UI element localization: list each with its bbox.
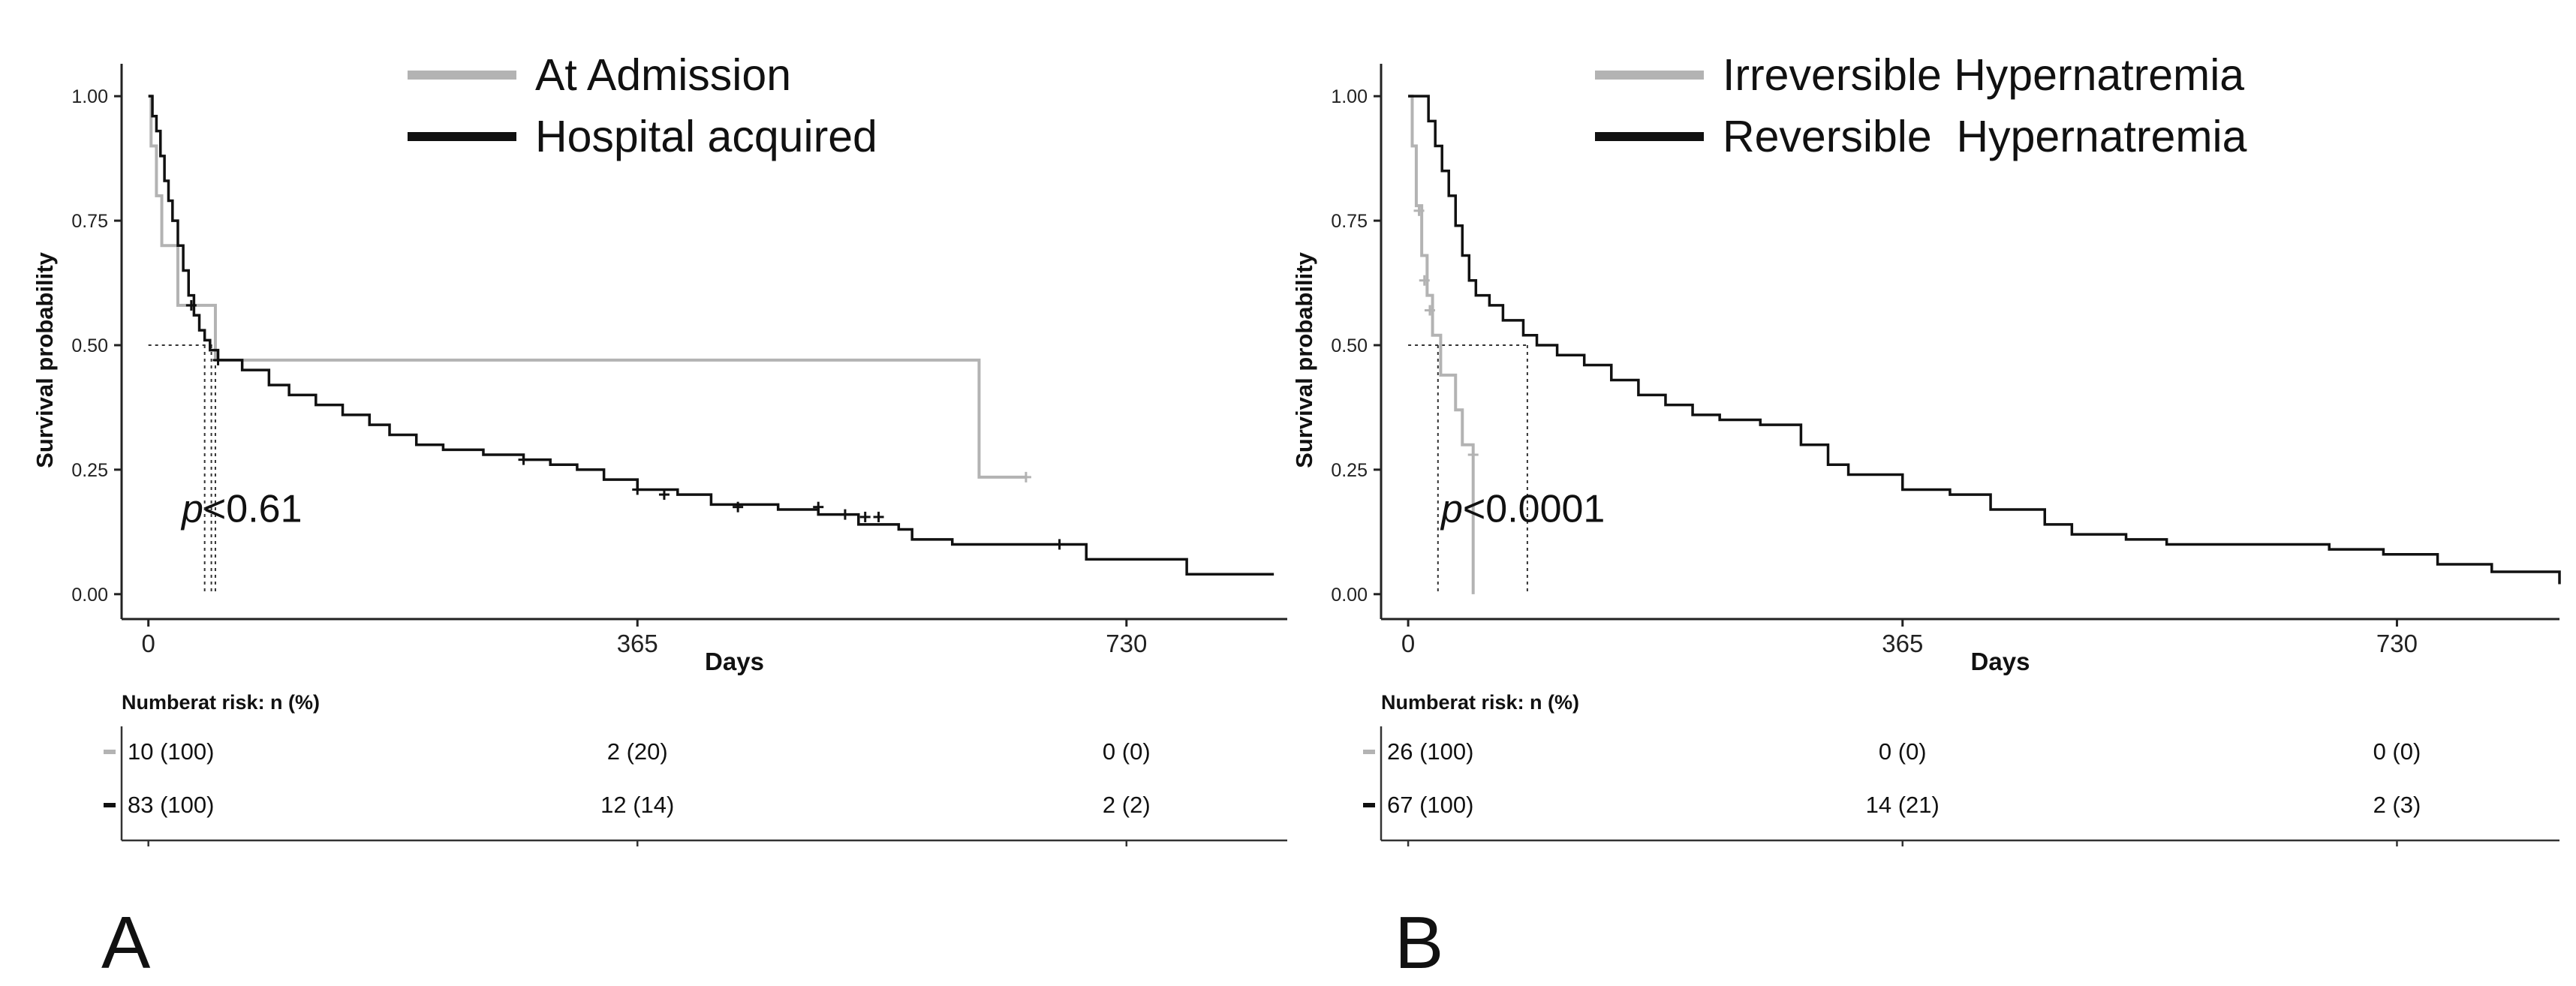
- risk-table-cell: 0 (0): [1103, 738, 1151, 765]
- risk-table-cell: 26 (100): [1387, 738, 1473, 765]
- p-value-text: <0.0001: [1463, 488, 1605, 531]
- legend-label-2: Reversible Hypernatremia: [1723, 112, 2247, 161]
- x-axis-title: Days: [705, 648, 764, 675]
- risk-table-cell: 67 (100): [1387, 792, 1473, 818]
- series-line-2: [148, 95, 1274, 576]
- risk-table-cell: 2 (20): [607, 738, 668, 765]
- y-tick-label: 0.00: [71, 585, 108, 606]
- risk-table-cell: 0 (0): [1879, 738, 1927, 765]
- risk-table-cell: 2 (2): [1103, 792, 1151, 818]
- panel-label: B: [1395, 901, 1443, 984]
- x-tick-label: 365: [1882, 630, 1923, 657]
- series-line-2: [1408, 95, 2561, 585]
- risk-table-cell: 12 (14): [600, 792, 674, 818]
- x-tick-label: 730: [1106, 630, 1147, 657]
- risk-table-cell: 14 (21): [1866, 792, 1940, 818]
- x-tick-label: 365: [617, 630, 658, 657]
- y-tick-label: 1.00: [1331, 86, 1368, 107]
- risk-table-title: Numberat risk: n (%): [122, 691, 320, 714]
- risk-table-cell: 2 (3): [2373, 792, 2421, 818]
- panel-label: A: [101, 901, 151, 984]
- panel-a: 0.00 0.25 0.50 0.75 1.00 0 365 730 Days Survival …: [32, 50, 1287, 984]
- y-tick-label: 0.00: [1331, 585, 1368, 606]
- y-tick-label: 1.00: [71, 86, 108, 107]
- panel-b: 0.00 0.25 0.50 0.75 1.00 0 365 730 Days Survival …: [1291, 50, 2561, 984]
- y-axis-title: Survival probability: [32, 251, 58, 467]
- series-line-1: [1408, 95, 1475, 594]
- legend-label-2: Hospital acquired: [535, 112, 877, 161]
- y-tick-label: 0.25: [1331, 460, 1368, 481]
- y-tick-label: 0.50: [71, 335, 108, 356]
- x-axis-title: Days: [1971, 648, 2030, 675]
- p-value: p<0.61: [180, 488, 302, 531]
- y-axis-title: Survival probability: [1291, 251, 1317, 467]
- p-value-prefix: p: [180, 488, 203, 531]
- y-tick-label: 0.50: [1331, 335, 1368, 356]
- x-tick-label: 730: [2376, 630, 2418, 657]
- x-tick-label: 0: [1401, 630, 1415, 657]
- y-tick-label: 0.25: [71, 460, 108, 481]
- p-value: p<0.0001: [1440, 488, 1605, 531]
- x-tick-label: 0: [142, 630, 155, 657]
- risk-table-title: Numberat risk: n (%): [1381, 691, 1579, 714]
- y-tick-label: 0.75: [71, 211, 108, 232]
- risk-table-cell: 0 (0): [2373, 738, 2421, 765]
- p-value-prefix: p: [1440, 488, 1463, 531]
- legend-label-1: At Admission: [535, 50, 791, 100]
- risk-table-cell: 83 (100): [128, 792, 214, 818]
- legend-label-1: Irreversible Hypernatremia: [1723, 50, 2244, 100]
- series-line-1: [148, 95, 1026, 479]
- risk-table-cell: 10 (100): [128, 738, 214, 765]
- p-value-text: <0.61: [203, 488, 302, 531]
- y-tick-label: 0.75: [1331, 211, 1368, 232]
